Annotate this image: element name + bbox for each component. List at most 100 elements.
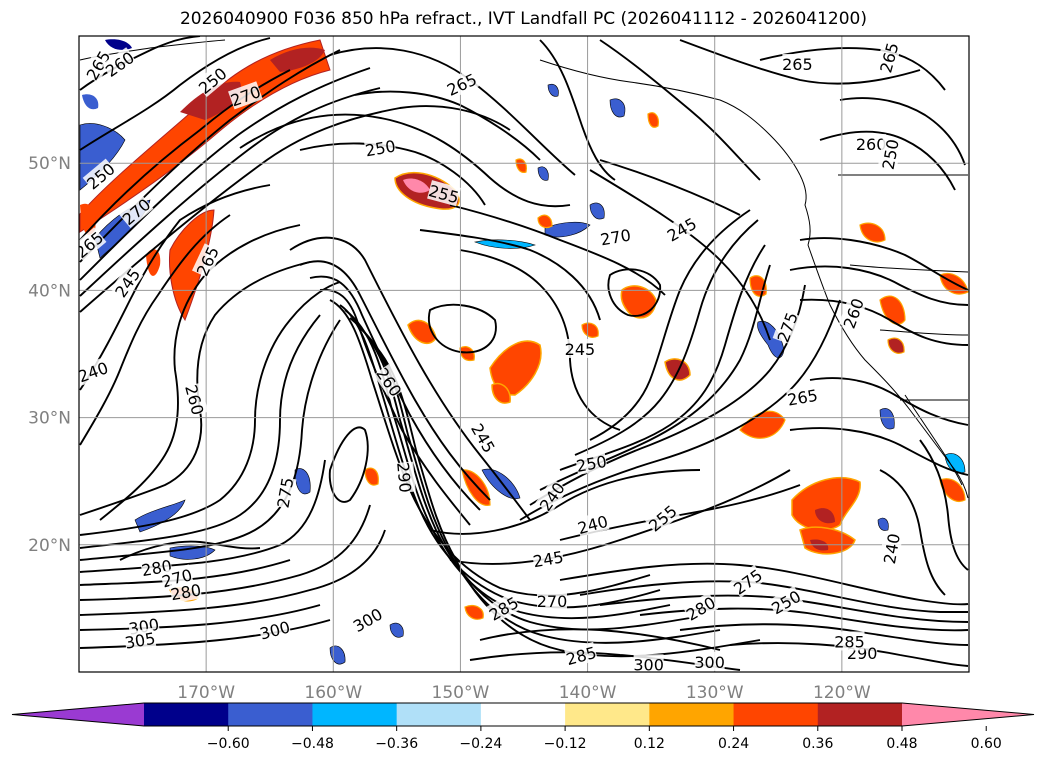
inland-boundary (879, 329, 969, 336)
contour-line (79, 619, 331, 649)
contour-label-background (182, 382, 209, 417)
positive-anomaly (647, 112, 659, 128)
positive-anomaly (515, 158, 527, 173)
contour-label-background (427, 180, 461, 207)
longitude-label: 160°W (304, 683, 362, 703)
contour-line (79, 67, 371, 281)
contour-label-background (373, 363, 407, 400)
colorbar-tick-label: −0.24 (459, 736, 502, 752)
colorbar-tick-label: −0.36 (375, 736, 418, 752)
longitude-label: 130°W (686, 683, 744, 703)
contour-line (119, 540, 261, 561)
contour-line (879, 469, 946, 596)
contour-label-background (682, 592, 719, 624)
negative-anomaly (82, 94, 99, 110)
contour-label-background (485, 592, 522, 624)
positive-anomaly (461, 469, 491, 506)
strong-anomaly (270, 47, 325, 72)
contour-label: 285 (834, 631, 865, 651)
contour-label-text: 300 (633, 655, 664, 674)
contour-label-background (599, 224, 632, 249)
contour-line (289, 236, 531, 521)
negative-anomaly (877, 517, 889, 531)
contour-label-background (394, 461, 416, 494)
contour-line (239, 113, 571, 208)
contour-line (429, 469, 701, 535)
positive-anomaly (537, 214, 553, 229)
colorbar-swatch (228, 703, 313, 726)
positive-anomaly (879, 295, 906, 325)
positive-anomaly (581, 322, 599, 338)
contour-label-text: 265 (782, 55, 813, 74)
negative-anomaly (879, 408, 895, 430)
canada-coast (799, 174, 811, 246)
strong-anomaly (180, 81, 241, 120)
negative-anomaly (547, 83, 559, 97)
positive-anomaly (146, 249, 161, 276)
contour-line (419, 229, 601, 321)
contour-line (79, 314, 321, 549)
baja-coast (904, 394, 963, 486)
positive-anomaly (799, 526, 856, 555)
contour-label-background (123, 627, 157, 652)
contour-label-background (363, 135, 397, 160)
contour-line (299, 142, 486, 206)
contour-label-background (81, 47, 114, 83)
contour-line (839, 97, 966, 166)
positive-anomaly (364, 467, 379, 486)
contour-label-text: 285 (834, 632, 865, 651)
contour-line (599, 39, 761, 181)
contour-label-background (694, 651, 725, 671)
positive-anomaly (859, 222, 886, 243)
longitude-label: 140°W (559, 683, 617, 703)
contour-line (428, 303, 497, 354)
negative-anomaly (134, 499, 186, 533)
contour-line (299, 260, 491, 501)
contour-label-background (349, 603, 386, 636)
colorbar-swatch (565, 703, 650, 726)
contour-label-background (443, 68, 480, 99)
longitude-label: 150°W (432, 683, 490, 703)
inland-boundary (849, 264, 969, 273)
contour-label-background (772, 309, 801, 345)
contour-line (799, 237, 969, 291)
contour-line (599, 159, 741, 216)
contour-label-background (856, 134, 887, 154)
contour-line (79, 504, 371, 601)
contour-line (799, 298, 969, 346)
contour-line (519, 299, 841, 521)
colorbar-over-arrow (902, 703, 1034, 726)
contour-label-background (536, 590, 567, 610)
colorbar-swatch (733, 703, 819, 726)
contour-line (328, 426, 369, 503)
contour-line (79, 281, 341, 536)
contour-line (479, 628, 721, 651)
contour-line (559, 244, 766, 471)
contour-label-background (878, 532, 903, 565)
colorbar-tick-label: 0.24 (718, 736, 749, 752)
contour-label: 265 (782, 53, 813, 74)
contour-label-background (535, 478, 568, 514)
contour-label-background (785, 384, 819, 409)
negative-anomaly (294, 468, 311, 495)
contour-line (579, 580, 968, 613)
contour-label-background (782, 53, 813, 73)
alaska-coast (539, 59, 801, 176)
contour-line (679, 623, 969, 646)
us-west-coast (807, 244, 969, 499)
contour-line (359, 327, 721, 644)
contour-label: 250 (363, 135, 397, 160)
positive-anomaly (887, 337, 905, 354)
negative-anomaly (589, 202, 605, 220)
contour-label-background (838, 295, 867, 331)
contour-label-background (574, 450, 608, 475)
contour-label-background (118, 194, 154, 229)
colorbar-tick-label: 0.60 (971, 736, 1002, 752)
plot-frame (78, 35, 970, 673)
contour-line (759, 47, 946, 91)
contour-label-background (194, 63, 230, 98)
colorbar-swatch (144, 703, 229, 726)
contour-label-background (644, 500, 680, 535)
contour-label: 260 (856, 134, 887, 154)
